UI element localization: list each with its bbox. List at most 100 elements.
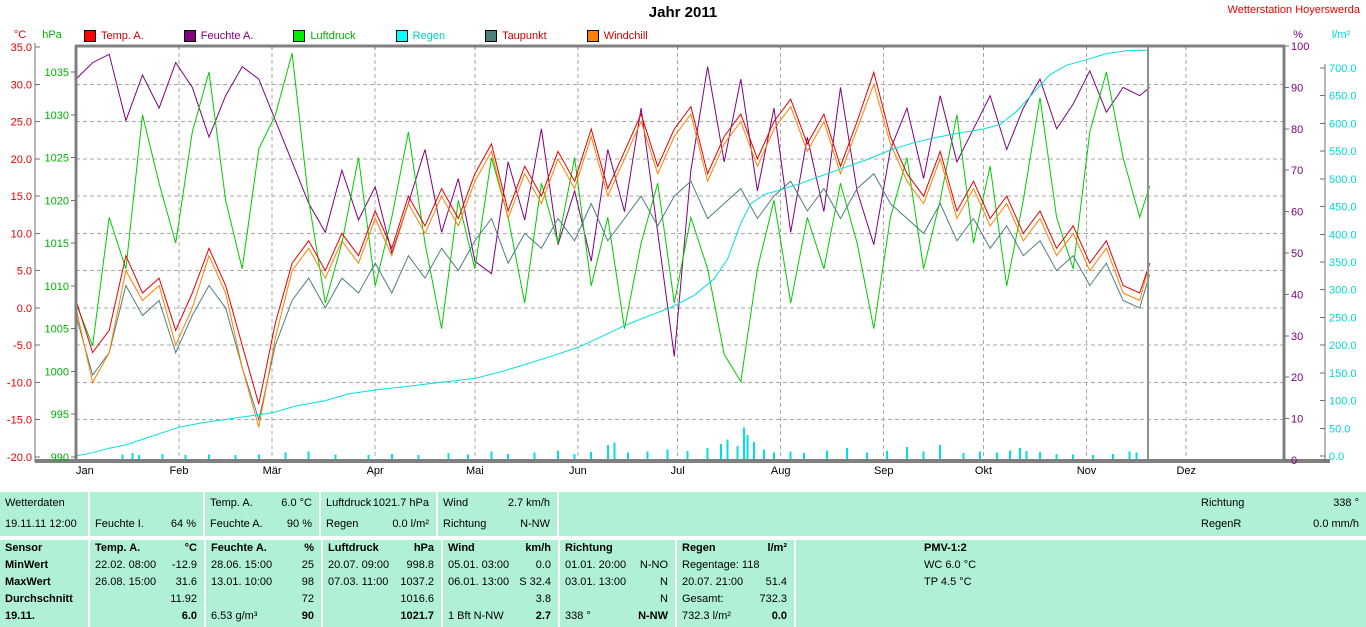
cell-label: 22.02. 08:00: [95, 559, 157, 571]
series-line-regen: [75, 49, 1149, 457]
cell-value: [196, 493, 203, 513]
cell-value: N: [660, 593, 668, 605]
cell-label: Regen: [682, 542, 716, 554]
cell-label: 6.53 g/m³: [211, 610, 258, 622]
lm2-axis-tick-label: 100.0: [1329, 396, 1357, 408]
pmv-line: WC 6.0 °C: [924, 559, 977, 571]
month-label-jul: Jul: [671, 465, 685, 477]
stats-row-labels: Sensor MinWert MaxWert Durchschnitt 19.11.: [0, 540, 88, 627]
hpa-axis-tick-label: 1015: [45, 238, 69, 250]
lm2-axis-tick-label: 300.0: [1329, 285, 1357, 297]
lm2-axis-tick-label: 0.0: [1329, 451, 1344, 463]
lm2-axis-tick-label: 700.0: [1329, 63, 1357, 75]
pct-axis-tick-label: 10: [1291, 414, 1303, 426]
cell-label: [323, 608, 328, 625]
current-reading-cell: Feuchte I. 64 %: [90, 492, 203, 536]
series-line-feuchte-a: [75, 53, 1151, 357]
lm2-axis-tick-label: 150.0: [1329, 368, 1357, 380]
hpa-axis-tick-label: 1010: [45, 281, 69, 293]
month-label-feb: Feb: [170, 465, 189, 477]
temp-axis-tick-label: -10.0: [7, 377, 32, 389]
cell-label: 732.3 l/m²: [682, 610, 731, 622]
cell-value: 25: [301, 559, 314, 571]
cell-label: [206, 591, 211, 608]
cell-label: Richtung: [1201, 497, 1245, 509]
legend-item-windchill: Windchill: [586, 30, 648, 42]
month-label-nov: Nov: [1077, 465, 1097, 477]
cell-label: RegenR: [1201, 518, 1242, 530]
pct-axis-tick-label: 60: [1291, 207, 1303, 219]
legend-item-taupunkt: Taupunkt: [485, 30, 547, 42]
series-line-windchill: [75, 82, 1151, 428]
cell-value: -12.9: [171, 559, 197, 571]
cell-label: Richtung: [565, 542, 613, 554]
cell-label: Gesamt:: [682, 593, 724, 605]
legend-swatch-icon: [293, 30, 306, 42]
cell-label: 05.01. 03:00: [448, 559, 510, 571]
cell-value: 11.92: [170, 593, 197, 605]
hpa-axis-tick-label: 1000: [45, 366, 69, 378]
lm2-axis-tick-label: 50.0: [1329, 423, 1350, 435]
temp-axis-tick-label: 25.0: [11, 117, 32, 129]
cell-label: Wind: [448, 542, 475, 554]
temp-axis-tick-label: 20.0: [11, 154, 32, 166]
cell-label: Wind: [443, 497, 469, 509]
cell-value: 1021.7: [400, 610, 434, 622]
cell-label: 338 °: [565, 610, 591, 622]
month-label-okt: Okt: [975, 465, 992, 477]
wetterdaten-cell: Wetterdaten 19.11.11 12:00: [0, 492, 88, 536]
cell-value: 1021.7 hPa: [372, 497, 429, 509]
cell-label: Temp. A.: [210, 497, 253, 509]
cell-value: 64 %: [170, 518, 196, 530]
cell-value: 90 %: [286, 518, 312, 530]
pct-axis-tick-label: 90: [1291, 82, 1303, 94]
hpa-axis-tick-label: 1025: [45, 153, 69, 165]
stats-row-label: MaxWert: [5, 576, 51, 588]
cell-value: l/m²: [767, 542, 787, 554]
lm2-axis-tick-label: 600.0: [1329, 118, 1357, 130]
cell-label: Feuchte A.: [211, 542, 267, 554]
stats-column-regen: Regen l/m² Regentage: 118 20.07. 21:00 51.4 G…: [677, 540, 794, 627]
statistics-table: Sensor MinWert MaxWert Durchschnitt 19.11. Te…: [0, 540, 1366, 627]
stats-row-label: Sensor: [5, 542, 43, 554]
cell-value: 51.4: [765, 576, 787, 588]
cell-label: [90, 608, 95, 625]
chart-legend: Temp. A. Feuchte A. Luftdruck Regen Taupunkt…: [84, 29, 648, 43]
cell-value: N-NW: [638, 610, 668, 622]
stats-column-luftdruck: Luftdruck hPa 20.07. 09:00 998.8 07.03. 11:0…: [323, 540, 441, 627]
cell-value: km/h: [525, 542, 551, 554]
cell-value: 2.7 km/h: [507, 497, 550, 509]
legend-swatch-icon: [183, 30, 196, 42]
cell-value: 3.8: [535, 593, 551, 605]
cell-label: 26.08. 15:00: [95, 576, 157, 588]
legend-swatch-icon: [485, 30, 498, 42]
temp-axis-tick-label: -5.0: [13, 340, 32, 352]
pmv-column: PMV-1:2 WC 6.0 °C TP 4.5 °C: [796, 540, 1366, 627]
temp-axis-tick-label: -20.0: [7, 452, 32, 464]
pct-axis-tick-label: 0: [1291, 455, 1297, 467]
legend-label: Taupunkt: [502, 30, 547, 42]
page-title: Jahr 2011: [648, 4, 718, 21]
hpa-axis-tick-label: 990: [51, 452, 69, 464]
cell-label: [443, 591, 448, 608]
legend-label: Feuchte A.: [200, 30, 254, 42]
cell-value: S 32.4: [519, 576, 551, 588]
cell-value: 98: [301, 576, 314, 588]
stats-column-temp-a: Temp. A. °C 22.02. 08:00 -12.9 26.08. 15:00 3…: [90, 540, 204, 627]
cell-value: 0.0 mm/h: [1313, 518, 1359, 530]
cell-value: 6.0 °C: [281, 497, 312, 509]
legend-swatch-icon: [586, 30, 599, 42]
cell-value: 1037.2: [400, 576, 434, 588]
weather-chart: 35.0 30.0 25.0 20.0 15.0 10.0 5.0 0.0 -5.0 -10.0 -…: [7, 29, 1357, 477]
hpa-axis-tick-label: 995: [51, 409, 69, 421]
temp-axis-tick-label: 10.0: [11, 228, 32, 240]
cell-value: hPa: [413, 542, 434, 554]
temp-axis-tick-label: 15.0: [11, 191, 32, 203]
lm2-axis-tick-label: 550.0: [1329, 146, 1357, 158]
temp-axis-tick-label: 35.0: [11, 42, 32, 54]
month-label-jan: Jan: [76, 465, 94, 477]
cell-label: 1 Bft N-NW: [448, 610, 504, 622]
lm2-axis-tick-label: 650.0: [1329, 91, 1357, 103]
month-label-sep: Sep: [874, 465, 894, 477]
